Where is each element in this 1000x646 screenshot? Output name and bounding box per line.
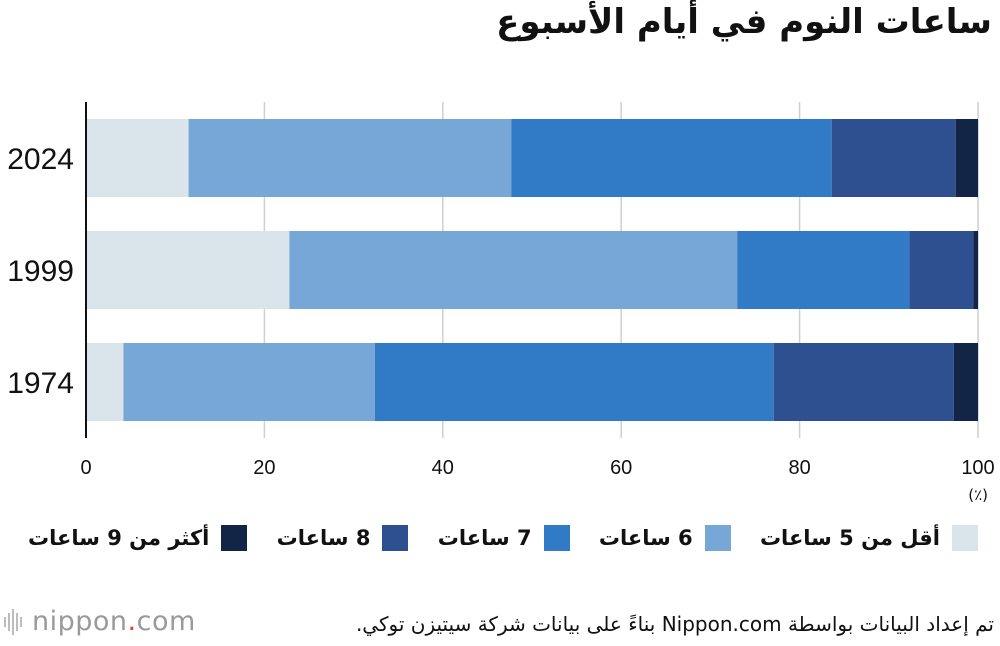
bar-segment	[773, 343, 954, 421]
x-tick-label: 20	[253, 457, 275, 479]
bar-segment	[511, 119, 832, 197]
legend-swatch-under5	[951, 525, 978, 551]
bar-segment	[123, 343, 376, 421]
x-tick-label: 60	[610, 457, 632, 479]
bar-segment	[973, 231, 978, 309]
legend-swatch-6h	[704, 525, 731, 551]
bar-segment	[86, 119, 189, 197]
bar-segment	[375, 343, 774, 421]
legend-label-8h: 8 ساعات	[276, 526, 371, 550]
legend-item-8h: 8 ساعات	[277, 525, 409, 551]
nippon-logo: nippon.com	[4, 606, 196, 637]
bar-segment	[831, 119, 956, 197]
chart-title: ساعات النوم في أيام الأسبوع	[496, 2, 992, 42]
legend-swatch-7h	[543, 525, 570, 551]
bar-segment	[909, 231, 974, 309]
legend-label-under5: أقل من 5 ساعات	[759, 526, 940, 550]
bar-segment	[289, 231, 738, 309]
legend-item-9plus: أكثر من 9 ساعات	[28, 525, 248, 551]
legend-label-7h: 7 ساعات	[437, 526, 532, 550]
legend-swatch-8h	[382, 525, 409, 551]
bar-segment	[188, 119, 512, 197]
category-label: 1999	[7, 255, 74, 288]
legend-item-under5: أقل من 5 ساعات	[760, 525, 978, 551]
unit-label: (٪)	[968, 486, 988, 504]
logo-mark-icon	[4, 608, 24, 635]
x-tick-label: 40	[432, 457, 454, 479]
source-note: تم إعداد البيانات بواسطة Nippon.com بناء…	[355, 612, 994, 636]
legend-item-6h: 6 ساعات	[599, 525, 731, 551]
x-tick-label: 0	[80, 457, 91, 479]
legend-item-7h: 7 ساعات	[438, 525, 570, 551]
x-tick-label: 80	[788, 457, 810, 479]
category-label: 1974	[7, 367, 74, 400]
category-label: 2024	[7, 143, 74, 176]
x-tick-label: 100	[961, 457, 994, 479]
bar-segment	[86, 231, 290, 309]
bar-segment	[955, 119, 978, 197]
legend-swatch-9plus	[221, 525, 248, 551]
bar-segment	[737, 231, 910, 309]
logo-text: nippon.com	[32, 606, 196, 637]
legend-label-6h: 6 ساعات	[598, 526, 693, 550]
legend-label-9plus: أكثر من 9 ساعات	[28, 526, 210, 550]
bar-segment	[86, 343, 124, 421]
bar-segment	[953, 343, 978, 421]
stacked-bar-chart: 2024 1999 1974 0 20 40 60 80 100 (٪)	[7, 102, 995, 504]
legend: أكثر من 9 ساعات 8 ساعات 7 ساعات 6 ساعات …	[28, 520, 978, 556]
